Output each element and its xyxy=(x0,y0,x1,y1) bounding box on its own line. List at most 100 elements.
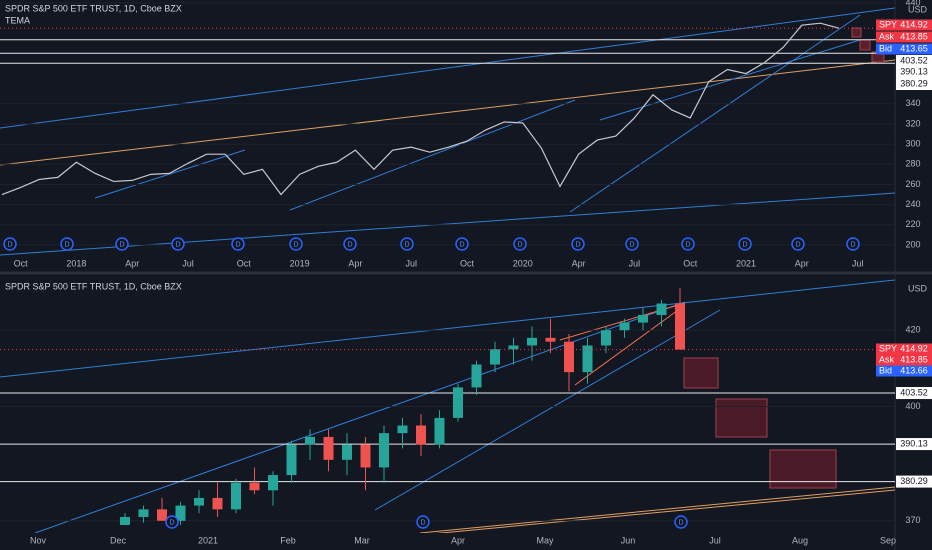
quote-tag-name: Ask xyxy=(879,31,895,41)
x-tick-label: Aug xyxy=(792,535,808,545)
x-tick-label: Mar xyxy=(354,535,370,545)
quote-tag-value: 413.85 xyxy=(900,31,928,41)
dividend-marker xyxy=(791,237,805,251)
level-tag-label: 403.52 xyxy=(900,387,928,397)
quote-tag xyxy=(876,43,932,55)
y-tick-label: 320 xyxy=(905,118,920,128)
dividend-marker xyxy=(455,237,469,251)
candle-body xyxy=(416,425,426,445)
candle-body xyxy=(379,433,389,468)
dividend-marker xyxy=(571,237,585,251)
y-tick-label: 260 xyxy=(905,179,920,189)
dividend-label: D xyxy=(404,241,409,248)
y-tick-label: 440 xyxy=(905,0,920,7)
quote-tag-name: Ask xyxy=(879,354,895,364)
dividend-marker xyxy=(171,237,185,251)
dividend-marker xyxy=(846,237,860,251)
y-tick-label: 220 xyxy=(905,219,920,229)
dividend-label: D xyxy=(293,241,298,248)
quote-tag-name: Bid xyxy=(879,365,892,375)
x-tick-label: May xyxy=(536,535,554,545)
dividend-marker xyxy=(60,237,74,251)
quote-tag-value: 414.92 xyxy=(900,343,928,353)
x-tick-label: Jul xyxy=(182,258,194,268)
candle-body xyxy=(508,345,519,350)
dividend-label: D xyxy=(685,241,690,248)
level-tag-label: 403.52 xyxy=(900,55,928,65)
trend-line xyxy=(569,14,861,213)
x-tick-label: 2019 xyxy=(290,258,310,268)
indicator-label: TEMA xyxy=(5,15,30,25)
candle-body xyxy=(360,444,371,468)
candle-body xyxy=(157,509,167,521)
dividend-marker xyxy=(3,237,17,251)
y-tick-label: 340 xyxy=(905,98,920,108)
dividend-marker xyxy=(343,237,357,251)
x-tick-label: 2018 xyxy=(66,258,86,268)
plot-area xyxy=(0,2,895,246)
currency-label: USD xyxy=(908,4,928,14)
quote-tag xyxy=(876,19,932,31)
level-tag xyxy=(896,66,932,78)
dividend-label: D xyxy=(235,241,240,248)
dividend-marker xyxy=(513,237,527,251)
candle-body xyxy=(453,387,463,418)
x-tick-label: Oct xyxy=(460,258,475,268)
x-tick-label: Oct xyxy=(683,258,698,268)
candle-body xyxy=(249,482,260,491)
dividend-label: D xyxy=(517,241,522,248)
dividend-marker xyxy=(416,515,430,529)
candle-body xyxy=(601,330,611,346)
x-tick-label: Apr xyxy=(451,535,465,545)
level-tag-label: 390.13 xyxy=(900,438,928,448)
candle-body xyxy=(490,349,500,365)
level-tag-label: 380.29 xyxy=(900,476,928,486)
candle-body xyxy=(564,341,574,373)
trend-line xyxy=(34,301,686,533)
trend-line xyxy=(419,486,895,533)
zone xyxy=(683,357,719,389)
candle-body xyxy=(120,516,130,525)
y-tick-label: 370 xyxy=(905,515,920,525)
x-tick-label: Sep xyxy=(880,535,896,545)
quote-tag-name: Bid xyxy=(879,43,892,53)
candle-body xyxy=(323,436,334,460)
x-tick-label: Apr xyxy=(348,258,362,268)
dividend-label: D xyxy=(575,241,580,248)
dividend-marker xyxy=(289,237,303,251)
level-tag xyxy=(896,78,932,90)
quote-tag xyxy=(876,354,932,366)
trend-line xyxy=(435,489,895,533)
x-tick-label: 2021 xyxy=(736,258,756,268)
candle-body xyxy=(397,425,408,434)
level-tag xyxy=(896,387,932,400)
zone xyxy=(769,449,837,489)
quote-tag-name: SPY xyxy=(879,19,897,29)
level-tag-label: 380.29 xyxy=(900,78,928,88)
trend-line xyxy=(94,149,246,199)
quote-tag xyxy=(876,365,932,377)
level-tag xyxy=(896,475,932,488)
quote-tag xyxy=(876,31,932,43)
dividend-label: D xyxy=(459,241,464,248)
x-tick-label: Jul xyxy=(709,535,721,545)
currency-label: USD xyxy=(908,283,928,293)
x-tick-label: Jul xyxy=(852,258,864,268)
dividend-label: D xyxy=(629,241,634,248)
candle-body xyxy=(286,444,297,476)
dividend-label: D xyxy=(742,241,747,248)
dividend-marker xyxy=(681,237,695,251)
x-tick-label: Oct xyxy=(237,258,252,268)
chart-title: SPDR S&P 500 ETF TRUST, 1D, Cboe BZX xyxy=(5,281,182,291)
x-tick-label: 2021 xyxy=(198,535,218,545)
quote-tag-value: 413.65 xyxy=(900,43,928,53)
candle-body xyxy=(305,436,315,445)
x-tick-label: Dec xyxy=(110,535,127,545)
trend-line xyxy=(0,279,895,378)
candle-body xyxy=(638,314,648,323)
x-tick-label: Apr xyxy=(795,258,809,268)
candle-body xyxy=(434,417,445,445)
x-tick-label: Apr xyxy=(125,258,139,268)
chart-title: SPDR S&P 500 ETF TRUST, 1D, Cboe BZX xyxy=(5,3,182,13)
